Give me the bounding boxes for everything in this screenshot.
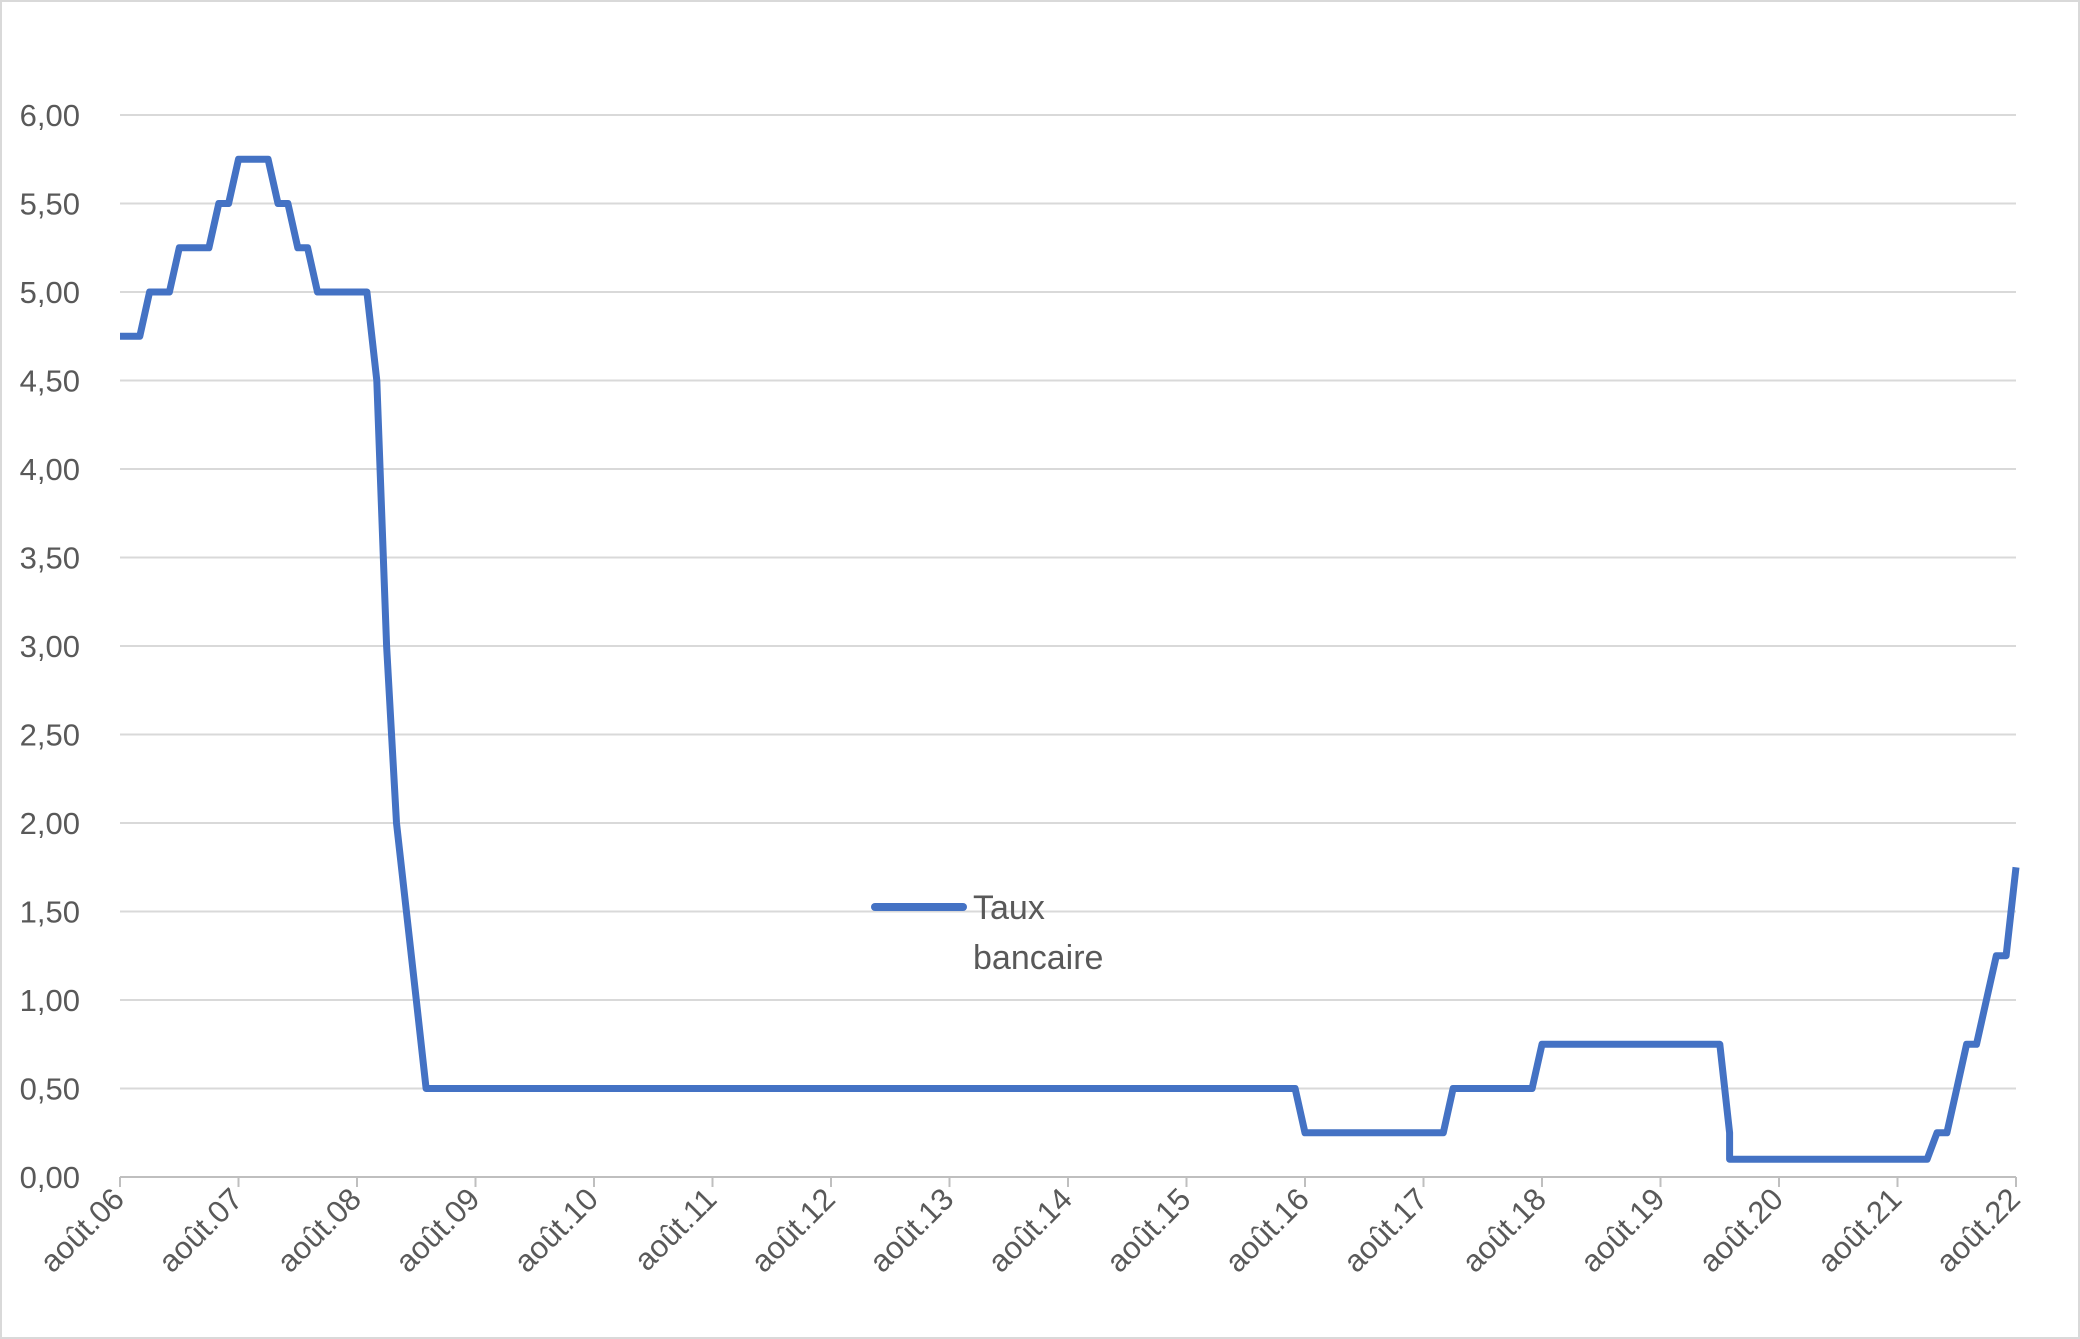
- x-tick-label: août.21: [1811, 1181, 1909, 1279]
- x-tick-label: août.14: [981, 1181, 1079, 1279]
- x-tick-label: août.20: [1692, 1181, 1790, 1279]
- y-axis-labels: 0,00 0,50 1,00 1,50 2,00 2,50 3,00 3,50 4,00 4,50…: [20, 98, 80, 1195]
- y-tick-label: 5,00: [20, 275, 80, 310]
- y-tick-label: 2,50: [20, 718, 80, 753]
- y-tick-label: 0,50: [20, 1072, 80, 1107]
- x-tick-label: août.12: [744, 1181, 842, 1279]
- x-tick-label: août.11: [627, 1181, 723, 1277]
- legend: Taux bancaire: [871, 889, 1103, 977]
- legend-label-line-1: Taux: [973, 889, 1045, 927]
- y-tick-label: 3,50: [20, 541, 80, 576]
- series-line-taux-bancaire: [120, 155, 2020, 1163]
- x-tick-label: août.10: [507, 1181, 605, 1279]
- x-tick-label: août.17: [1337, 1181, 1435, 1279]
- y-tick-label: 1,00: [20, 983, 80, 1018]
- x-tick-label: août.09: [389, 1181, 487, 1279]
- x-tick-label: août.15: [1100, 1181, 1198, 1279]
- series-group: [120, 155, 2020, 1163]
- y-tick-label: 4,00: [20, 452, 80, 487]
- y-tick-label: 0,00: [20, 1160, 80, 1195]
- x-tick-label: août.08: [270, 1181, 368, 1279]
- y-tick-label: 3,00: [20, 629, 80, 664]
- x-tick-label: août.22: [1929, 1181, 2027, 1279]
- x-axis-labels: août.06 août.07 août.08 août.09 août.10 août.…: [33, 1181, 2027, 1279]
- y-tick-label: 5,50: [20, 187, 80, 222]
- x-tick-label: août.07: [152, 1181, 250, 1279]
- y-tick-label: 2,00: [20, 806, 80, 841]
- x-axis: [119, 1176, 2017, 1187]
- x-tick-label: août.18: [1455, 1181, 1553, 1279]
- x-tick-label: août.19: [1574, 1181, 1672, 1279]
- x-tick-label: août.13: [863, 1181, 961, 1279]
- legend-label-line-2: bancaire: [973, 939, 1103, 977]
- y-tick-label: 6,00: [20, 98, 80, 133]
- y-tick-label: 4,50: [20, 364, 80, 399]
- x-tick-label: août.06: [33, 1181, 131, 1279]
- y-tick-label: 1,50: [20, 895, 80, 930]
- x-tick-label: août.16: [1218, 1181, 1316, 1279]
